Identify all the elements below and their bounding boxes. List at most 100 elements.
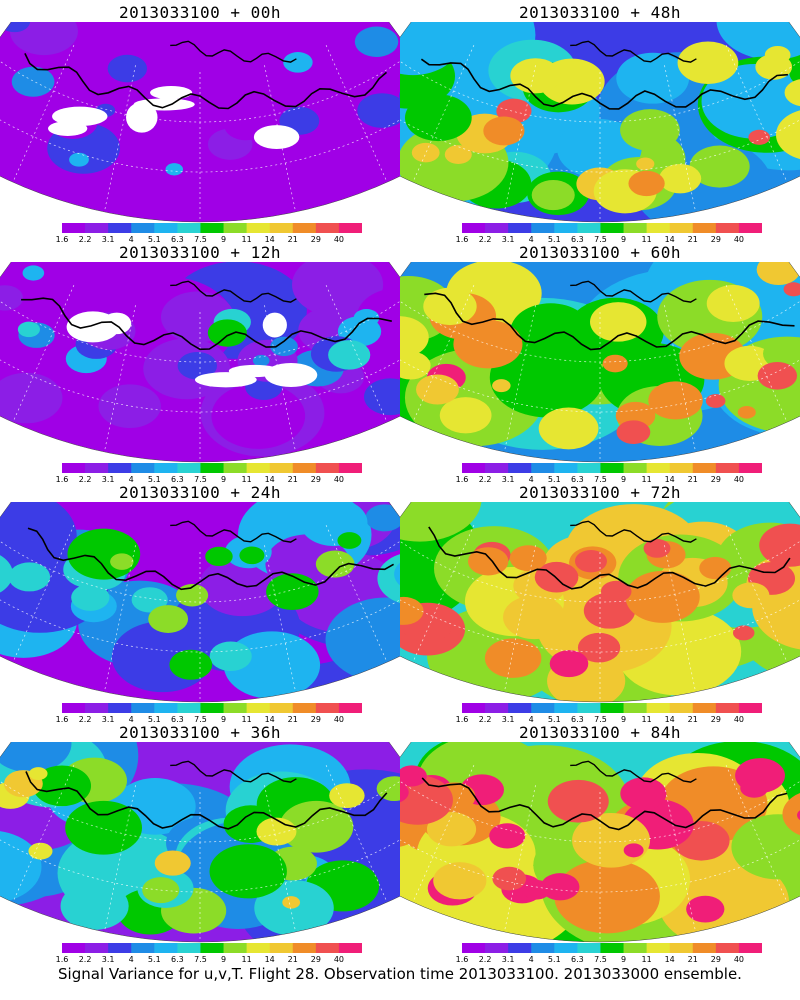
variance-blob — [148, 605, 189, 633]
colorbar-tick-label: 5.1 — [147, 715, 161, 724]
polar-stereographic-map — [400, 502, 800, 703]
colorbar-tick-label: 6.3 — [571, 955, 584, 964]
polar-stereographic-map — [0, 502, 400, 703]
variance-blob — [686, 895, 725, 923]
colorbar-swatch — [177, 943, 201, 953]
colorbar-swatch — [108, 463, 132, 473]
polar-stereographic-map — [400, 742, 800, 943]
meridian-line — [325, 45, 388, 183]
colorbar-swatch — [154, 943, 178, 953]
colorbar-swatch — [108, 703, 132, 713]
colorbar-swatch — [292, 223, 317, 233]
meridian-line — [264, 545, 296, 693]
colorbar-tick-label: 40 — [333, 715, 345, 724]
colorbar-tick-label: 14 — [664, 475, 675, 484]
variance-blob — [623, 843, 644, 858]
colorbar-swatch — [577, 703, 601, 713]
variance-blob — [737, 406, 756, 419]
colorbar-swatch — [315, 943, 340, 953]
colorbar-tick-label: 1.6 — [455, 235, 469, 244]
colorbar-tick-label: 6.3 — [171, 475, 184, 484]
colorbar-swatch — [269, 703, 294, 713]
variance-blob — [0, 830, 42, 904]
meridian-line — [264, 65, 296, 213]
variance-blob — [0, 502, 77, 585]
colorbar-swatch — [715, 223, 740, 233]
colorbar-tick-label: 3.1 — [501, 235, 515, 244]
polar-stereographic-map — [400, 262, 800, 463]
variance-blob — [205, 546, 233, 567]
variance-blob — [620, 109, 680, 151]
colorbar-swatch — [623, 463, 648, 473]
variance-blob — [748, 129, 770, 145]
variance-blob — [699, 556, 732, 580]
variance-blob — [600, 580, 632, 603]
colorbar: 1.6 2.2 3.1 4 5.1 6.3 7.5 9 11 14 21 29 40 — [456, 463, 762, 488]
variance-blob — [282, 896, 301, 909]
colorbar-swatch — [577, 463, 601, 473]
colorbar-swatch — [508, 463, 532, 473]
variance-blob — [757, 361, 798, 390]
variance-blob — [169, 649, 213, 680]
colorbar: 1.6 2.2 3.1 4 5.1 6.3 7.5 9 11 14 21 29 40 — [56, 943, 362, 968]
colorbar-tick-label: 40 — [333, 475, 345, 484]
coastline-outline — [570, 760, 697, 783]
colorbar-tick-label: 29 — [310, 955, 321, 964]
colorbar: 1.6 2.2 3.1 4 5.1 6.3 7.5 9 11 14 21 29 40 — [56, 703, 362, 728]
variance-blob — [503, 595, 566, 640]
forecast-panel: 2013033100 + 12h 1.6 2.2 3.1 4 5.1 6.3 7.5 9 11 14… — [0, 240, 400, 484]
colorbar-swatch — [738, 703, 762, 713]
colorbar-swatch — [269, 463, 294, 473]
colorbar-tick-label: 40 — [333, 235, 345, 244]
variance-blob — [636, 157, 655, 171]
colorbar-swatch — [131, 703, 155, 713]
variance-blob — [98, 384, 161, 429]
colorbar-tick-label: 9 — [220, 955, 227, 964]
meridian-line — [12, 285, 75, 423]
colorbar-swatch — [646, 943, 671, 953]
variance-blob — [426, 812, 477, 847]
variance-blob — [400, 765, 427, 787]
meridian-line — [104, 545, 136, 693]
colorbar-tick-label: 9 — [620, 955, 627, 964]
variance-blob — [732, 582, 770, 609]
panel-title: 2013033100 + 84h — [518, 723, 682, 742]
parallel-line — [0, 60, 400, 123]
colorbar-swatch — [62, 223, 86, 233]
parallel-line — [400, 839, 800, 893]
variance-blob — [404, 94, 472, 142]
colorbar-swatch — [554, 703, 578, 713]
variance-blob — [283, 52, 313, 73]
variance-blob — [400, 781, 409, 804]
colorbar-swatch — [154, 223, 178, 233]
colorbar-tick-label: 29 — [710, 955, 721, 964]
panel-title: 2013033100 + 00h — [118, 3, 282, 22]
no-data-patch — [150, 86, 193, 100]
colorbar-swatch — [200, 943, 225, 953]
colorbar-tick-label: 1.6 — [455, 475, 469, 484]
parallel-line — [400, 599, 800, 653]
colorbar-tick-label: 29 — [310, 235, 321, 244]
variance-blob — [209, 844, 287, 899]
colorbar-swatch — [200, 223, 225, 233]
variance-blob — [628, 170, 665, 197]
colorbar-swatch — [177, 463, 201, 473]
colorbar-tick-label: 11 — [641, 235, 652, 244]
coastline-outline — [570, 520, 697, 543]
colorbar-swatch — [485, 223, 509, 233]
colorbar-tick-label: 21 — [687, 715, 698, 724]
variance-blob — [154, 850, 191, 876]
map-border — [0, 742, 400, 943]
variance-blob — [554, 859, 660, 934]
colorbar-swatch — [692, 703, 717, 713]
colorbar-swatch — [223, 703, 248, 713]
colorbar-tick-label: 29 — [710, 235, 721, 244]
colorbar-swatch — [200, 703, 225, 713]
colorbar-swatch — [531, 223, 555, 233]
variance-blob — [110, 553, 134, 570]
colorbar-tick-label: 9 — [620, 235, 627, 244]
forecast-panel: 2013033100 + 48h 1.6 2.2 3.1 4 5.1 6.3 7.5 9 11 14… — [400, 0, 800, 244]
variance-blob — [165, 163, 184, 176]
meridian-line — [504, 785, 536, 933]
variance-blob — [759, 523, 800, 567]
